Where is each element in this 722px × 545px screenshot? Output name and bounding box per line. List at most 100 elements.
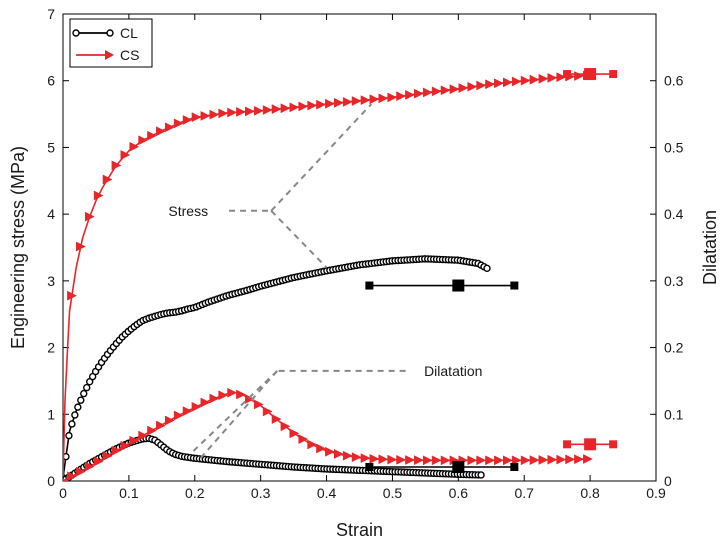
error-bar-cap [609,70,618,79]
data-point [538,73,549,84]
y2-tick-label: 0.3 [664,273,684,289]
error-bar-cl [365,460,519,473]
data-point [547,72,558,83]
data-point [369,94,380,105]
y2-tick-label: 0 [664,473,672,489]
error-bar-cap [365,281,374,290]
leader-line [192,370,278,452]
x-tick-label: 0.5 [383,485,403,501]
data-point [65,431,73,440]
data-point [574,71,584,81]
legend-item-cl: CL [72,25,138,41]
plot-area [63,68,618,481]
data-point [138,135,149,146]
series-cs-stress [63,70,593,481]
data-point [182,406,193,417]
data-point [164,122,175,133]
data-point [111,445,122,456]
series-cl-stress [63,255,491,481]
data-point [574,454,584,465]
series-cl-dilatation [63,434,485,481]
data-point [93,190,104,201]
data-point [111,160,122,171]
data-point [191,401,202,412]
data-point [485,79,496,90]
x-tick-label: 0.9 [646,485,666,501]
data-point [147,130,158,141]
data-point [218,390,229,401]
data-point [102,174,113,185]
error-bar-cap [609,440,618,449]
data-point [63,452,70,461]
data-point [289,428,300,439]
data-point [360,95,371,106]
data-point [520,455,531,466]
data-point [200,111,211,121]
legend: CL CS [69,18,153,68]
data-point [253,399,264,410]
data-point [280,421,291,432]
data-point [387,92,398,103]
data-point [529,74,540,85]
data-point [84,211,95,222]
data-point [378,93,389,104]
data-point [477,471,485,479]
error-bar-cs [563,68,618,81]
y-tick-label: 4 [47,206,55,222]
data-point [342,450,353,461]
data-point [351,452,362,463]
data-point [422,87,433,98]
x-axis-label: Strain [336,520,383,540]
data-point [360,453,371,464]
data-point [156,420,166,431]
error-bar-cap [563,440,572,449]
data-point [405,90,415,100]
plot-frame [62,13,657,482]
data-point [511,455,522,466]
data-point [298,101,309,112]
data-point [129,435,140,446]
data-point [458,83,469,93]
y2-tick-label: 0.1 [664,406,684,422]
data-point [556,72,567,83]
data-point [76,241,86,252]
data-point [227,107,238,118]
annotation-dilatation: Dilatation [192,363,482,462]
data-point [102,451,113,461]
error-bar-center [584,438,597,451]
y-tick-label: 2 [47,340,55,356]
data-point [80,389,88,398]
data-point [67,471,77,481]
data-point [271,104,282,115]
x-tick-label: 0.7 [514,485,534,501]
x-tick-label: 0.8 [580,485,600,501]
legend-box [69,18,153,68]
data-point [63,478,69,481]
leader-line [270,210,328,269]
data-point [449,84,460,95]
y2-tick-label: 0.2 [664,340,684,356]
data-point [245,106,255,117]
data-point [333,449,344,459]
y-tick-label: 0 [47,473,55,489]
legend-marker [105,50,114,60]
data-point [378,454,389,465]
data-point [556,454,567,465]
error-bar-cap [563,70,572,79]
y-tick-label: 5 [47,139,55,155]
legend-marker [106,29,114,37]
leader-line [197,370,278,462]
data-point [431,86,442,97]
data-point [483,264,491,273]
y2-tick-label: 0.4 [664,206,684,222]
data-point [325,98,335,109]
data-point [93,456,104,467]
data-point [565,454,576,465]
data-point [71,411,79,419]
data-point [494,78,504,89]
data-point [280,103,291,114]
series-line [63,74,591,478]
data-point [325,446,335,457]
error-bar-cs [563,438,618,451]
data-point [289,102,300,113]
